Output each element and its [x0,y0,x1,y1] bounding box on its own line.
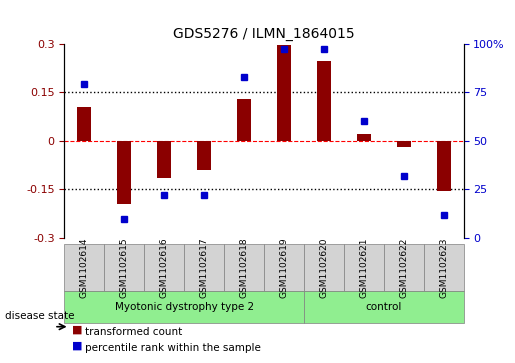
Text: transformed count: transformed count [85,327,182,337]
Text: disease state: disease state [5,311,75,321]
Text: GSM1102619: GSM1102619 [280,237,288,298]
Bar [77,107,91,141]
FancyBboxPatch shape [344,244,384,291]
FancyBboxPatch shape [184,244,224,291]
FancyBboxPatch shape [304,244,344,291]
FancyBboxPatch shape [384,244,423,291]
FancyBboxPatch shape [104,244,144,291]
FancyBboxPatch shape [64,244,104,291]
Text: GSM1102614: GSM1102614 [80,237,89,298]
Text: GSM1102616: GSM1102616 [160,237,168,298]
Title: GDS5276 / ILMN_1864015: GDS5276 / ILMN_1864015 [173,27,355,41]
FancyBboxPatch shape [224,244,264,291]
Bar [357,134,371,141]
Bar [277,45,291,141]
FancyBboxPatch shape [423,244,464,291]
FancyBboxPatch shape [304,291,464,323]
Bar [437,141,451,191]
FancyBboxPatch shape [64,291,304,323]
Text: percentile rank within the sample: percentile rank within the sample [85,343,261,354]
Text: GSM1102622: GSM1102622 [399,237,408,298]
Text: GSM1102617: GSM1102617 [200,237,209,298]
Bar [117,141,131,204]
Bar [397,141,410,147]
Text: GSM1102615: GSM1102615 [120,237,129,298]
Bar [237,99,251,141]
FancyBboxPatch shape [264,244,304,291]
Bar [317,61,331,141]
Text: control: control [366,302,402,312]
Text: Myotonic dystrophy type 2: Myotonic dystrophy type 2 [114,302,254,312]
Text: GSM1102618: GSM1102618 [239,237,248,298]
Bar [197,141,211,170]
FancyBboxPatch shape [144,244,184,291]
Text: ■: ■ [72,324,82,334]
Text: GSM1102623: GSM1102623 [439,237,448,298]
Text: GSM1102621: GSM1102621 [359,237,368,298]
Text: GSM1102620: GSM1102620 [319,237,328,298]
Text: ■: ■ [72,340,82,351]
Bar [157,141,171,178]
